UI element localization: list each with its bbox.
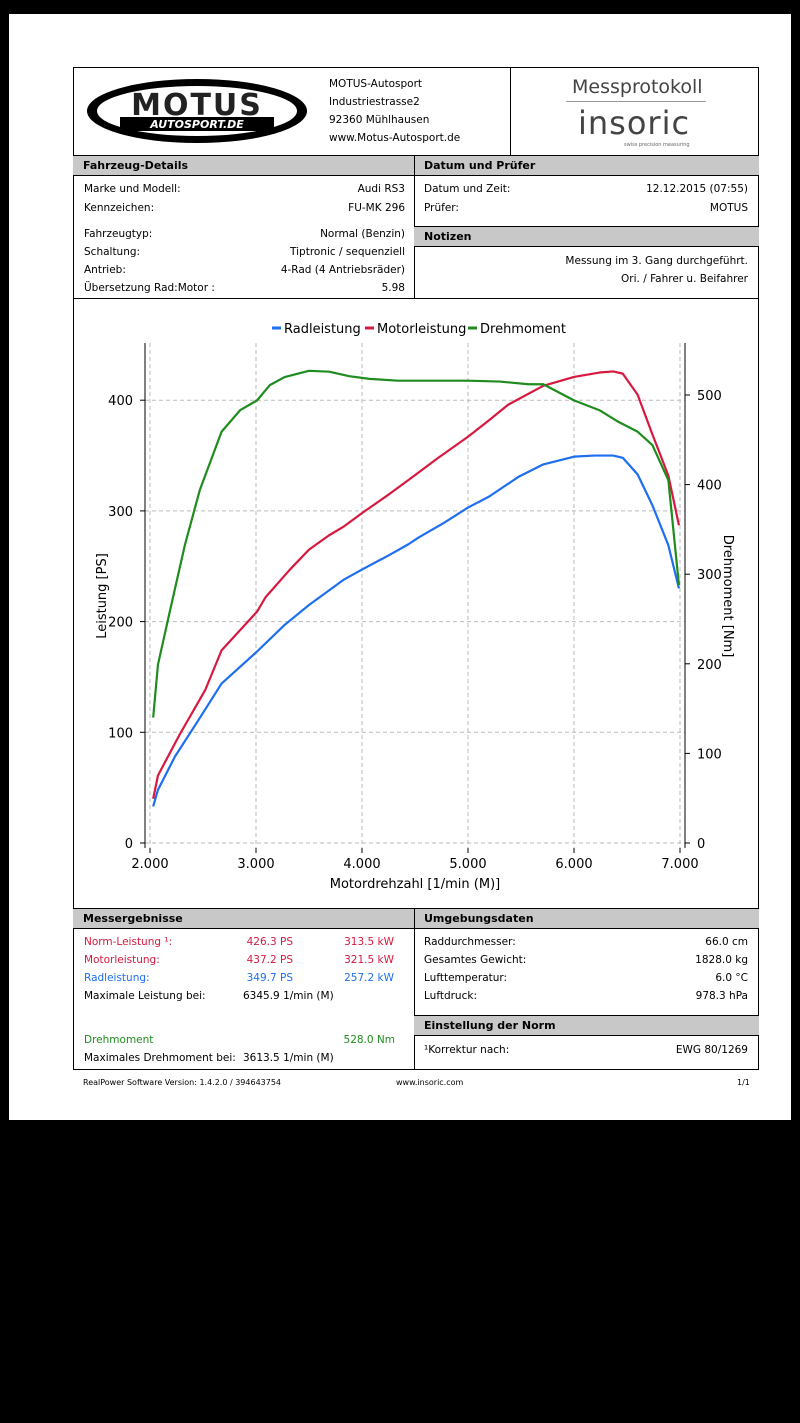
y-tick-label: 100 xyxy=(108,726,133,741)
divider xyxy=(73,298,759,299)
environment-value: 66.0 cm xyxy=(705,936,748,948)
results-header: Messergebnisse xyxy=(73,908,415,929)
note-line: Ori. / Fahrer u. Beifahrer xyxy=(621,273,748,285)
vehicle-label: Schaltung: xyxy=(84,246,141,258)
report-frame xyxy=(73,67,759,1070)
series-drehmoment xyxy=(152,369,681,718)
insoric-logo: insoric xyxy=(578,104,691,142)
environment-header: Umgebungsdaten xyxy=(414,908,759,929)
environment-value: 1828.0 kg xyxy=(695,954,748,966)
legend-label: Radleistung xyxy=(284,322,361,337)
x-tick-label: 3.000 xyxy=(237,857,274,872)
vehicle-label: Antrieb: xyxy=(84,264,126,276)
vehicle-value: 5.98 xyxy=(381,282,405,294)
date-label: Prüfer: xyxy=(424,202,459,214)
x-tick-label: 6.000 xyxy=(555,857,592,872)
date-label: Datum und Zeit: xyxy=(424,183,511,195)
vehicle-value: Audi RS3 xyxy=(357,183,405,195)
company-city: 92360 Mühlhausen xyxy=(329,114,430,126)
series-motorleistung xyxy=(152,370,681,799)
svg-text:AUTOSPORT.DE: AUTOSPORT.DE xyxy=(149,118,244,131)
x-tick-label: 4.000 xyxy=(343,857,380,872)
y-tick-label: 400 xyxy=(108,394,133,409)
max-torque-value: 3613.5 1/min (M) xyxy=(243,1052,334,1064)
footer-web[interactable]: www.insoric.com xyxy=(396,1078,464,1087)
x-tick-label: 5.000 xyxy=(449,857,486,872)
result-kw: 321.5 kW xyxy=(344,954,394,966)
y2-tick-label: 200 xyxy=(697,658,722,673)
legend-label: Motorleistung xyxy=(377,322,466,337)
torque-label: Drehmoment xyxy=(84,1034,154,1046)
y2-tick-label: 300 xyxy=(697,568,722,583)
torque-value: 528.0 Nm xyxy=(343,1034,395,1046)
result-ps: 349.7 PS xyxy=(246,972,293,984)
series-radleistung xyxy=(152,454,681,807)
result-ps: 437.2 PS xyxy=(246,954,293,966)
y2-tick-label: 400 xyxy=(697,479,722,494)
result-label: Motorleistung: xyxy=(84,954,160,966)
divider xyxy=(414,908,415,1070)
legend-label: Drehmoment xyxy=(480,322,566,337)
y-tick-label: 200 xyxy=(108,616,133,631)
vehicle-value: Tiptronic / sequenziell xyxy=(290,246,405,258)
company-web[interactable]: www.Motus-Autosport.de xyxy=(329,132,461,144)
protocol-title: Messprotokoll xyxy=(572,76,703,98)
notes-header: Notizen xyxy=(414,226,759,247)
footer-software: RealPower Software Version: 1.4.2.0 / 39… xyxy=(83,1078,282,1087)
x-tick-label: 7.000 xyxy=(661,857,698,872)
y2-tick-label: 500 xyxy=(697,389,722,404)
result-kw: 257.2 kW xyxy=(344,972,394,984)
environment-label: Gesamtes Gewicht: xyxy=(424,954,527,966)
y-tick-label: 300 xyxy=(108,505,133,520)
y2-tick-label: 100 xyxy=(697,747,722,762)
motus-logo: MOTUS AUTOSPORT.DE xyxy=(84,77,310,145)
vehicle-label: Kennzeichen: xyxy=(84,202,155,214)
result-label: Radleistung: xyxy=(84,972,150,984)
y-axis-label: Leistung [PS] xyxy=(95,553,110,639)
x-axis-label: Motordrehzahl [1/min (M)] xyxy=(330,877,500,892)
report-sheet xyxy=(9,14,791,1120)
y2-tick-label: 0 xyxy=(697,837,705,852)
max-power-value: 6345.9 1/min (M) xyxy=(243,990,334,1002)
company-street: Industriestrasse2 xyxy=(329,96,420,108)
vehicle-label: Marke und Modell: xyxy=(84,183,181,195)
result-kw: 313.5 kW xyxy=(344,936,394,948)
vehicle-value: Normal (Benzin) xyxy=(320,228,405,240)
divider xyxy=(510,67,511,155)
environment-value: 6.0 °C xyxy=(715,972,748,984)
note-line: Messung im 3. Gang durchgeführt. xyxy=(565,255,748,267)
norm-label: ¹Korrektur nach: xyxy=(424,1044,510,1056)
date-value: 12.12.2015 (07:55) xyxy=(646,183,748,195)
environment-label: Lufttemperatur: xyxy=(424,972,508,984)
divider xyxy=(566,101,706,102)
norm-header: Einstellung der Norm xyxy=(414,1015,759,1036)
power-chart: 2.000 3.000 4.000 5.000 6.000 7.000 0 100 200 300… xyxy=(95,322,735,892)
footer-page: 1/1 xyxy=(737,1078,750,1087)
date-header: Datum und Prüfer xyxy=(414,155,759,176)
result-ps: 426.3 PS xyxy=(246,936,293,948)
environment-value: 978.3 hPa xyxy=(695,990,748,1002)
y2-axis-label: Drehmoment [Nm] xyxy=(720,535,735,658)
x-tick-label: 2.000 xyxy=(131,857,168,872)
environment-label: Raddurchmesser: xyxy=(424,936,516,948)
result-label: Norm-Leistung ¹: xyxy=(84,936,173,948)
company-name: MOTUS-Autosport xyxy=(329,78,423,90)
norm-value: EWG 80/1269 xyxy=(675,1044,748,1056)
max-power-label: Maximale Leistung bei: xyxy=(84,990,206,1002)
environment-label: Luftdruck: xyxy=(424,990,477,1002)
vehicle-header: Fahrzeug-Details xyxy=(73,155,415,176)
y-tick-label: 0 xyxy=(125,837,133,852)
vehicle-label: Übersetzung Rad:Motor : xyxy=(84,282,215,294)
vehicle-value: 4-Rad (4 Antriebsräder) xyxy=(280,264,405,276)
insoric-tagline: swiss precision measuring xyxy=(624,142,690,148)
date-value: MOTUS xyxy=(709,202,748,214)
vehicle-label: Fahrzeugtyp: xyxy=(84,228,153,240)
vehicle-value: FU-MK 296 xyxy=(348,202,405,214)
max-torque-label: Maximales Drehmoment bei: xyxy=(84,1052,236,1064)
